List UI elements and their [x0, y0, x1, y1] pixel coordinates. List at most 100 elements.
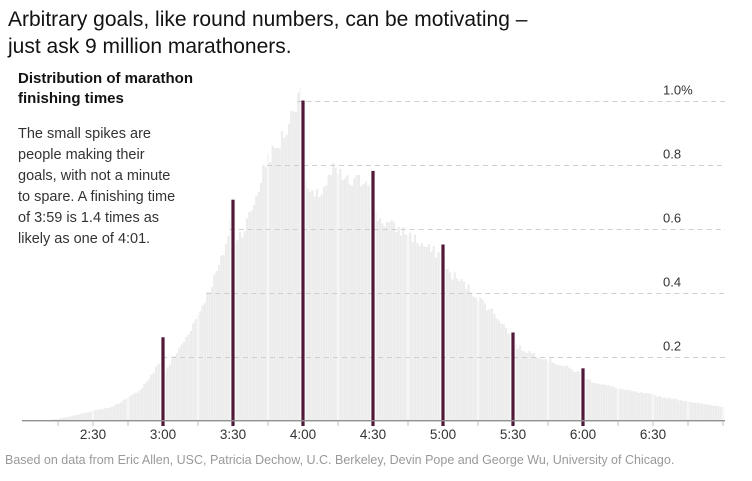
histogram-bar: [84, 412, 88, 421]
histogram-bar: [486, 310, 489, 421]
histogram-bar: [70, 416, 74, 421]
histogram-bar: [236, 239, 239, 421]
x-axis-tick: [407, 421, 409, 426]
histogram-bar: [273, 148, 277, 421]
histogram-bar: [717, 406, 720, 421]
histogram-bar: [250, 210, 253, 421]
histogram-bar: [418, 245, 421, 421]
histogram-bar: [642, 393, 645, 421]
histogram-bar: [399, 235, 403, 421]
histogram-bar: [259, 182, 263, 421]
histogram-bar: [654, 395, 657, 421]
x-axis-tick: [687, 421, 689, 426]
histogram-bar: [138, 390, 141, 421]
histogram-bar: [672, 398, 676, 421]
histogram-bar: [390, 220, 393, 421]
histogram-bar: [677, 400, 680, 421]
histogram-bar: [710, 405, 713, 421]
histogram-bar: [206, 292, 209, 421]
histogram-bar: [325, 185, 328, 421]
chart-heading-line1: Distribution of marathon: [18, 70, 193, 87]
histogram-bar: [700, 403, 704, 421]
histogram-bar: [355, 175, 358, 421]
histogram-bar: [605, 385, 608, 421]
histogram-bar: [598, 384, 601, 421]
histogram-bar: [698, 403, 701, 421]
histogram-bar: [383, 226, 386, 421]
histogram-bar: [364, 181, 368, 421]
histogram-bar: [255, 196, 258, 421]
x-tick-label: 6:30: [640, 427, 666, 442]
histogram-bar: [362, 183, 365, 421]
goal-spike-430: [371, 170, 375, 426]
histogram-bar: [157, 364, 160, 421]
histogram-bar: [145, 381, 148, 421]
histogram-bar: [691, 402, 694, 421]
histogram-bar: [180, 344, 183, 421]
histogram-bar: [623, 389, 627, 421]
histogram-bar: [549, 358, 552, 421]
histogram-bar: [133, 392, 137, 421]
histogram-bar: [619, 388, 622, 421]
histogram-bar: [714, 405, 718, 421]
histogram-bar: [425, 247, 428, 421]
histogram-bar: [446, 268, 449, 421]
histogram-bar: [707, 404, 711, 421]
histogram-bar: [591, 382, 594, 421]
x-axis-tick: [127, 421, 129, 426]
chart-heading: Distribution of marathon finishing times: [18, 69, 193, 109]
page-title-line1: Arbitrary goals, like round numbers, can…: [8, 8, 528, 31]
histogram-bar: [327, 174, 330, 421]
minor-gridline-white: [127, 70, 129, 421]
histogram-bar: [593, 383, 596, 421]
histogram-bar: [63, 417, 67, 421]
goal-spikes: [161, 100, 585, 426]
histogram-bar: [278, 148, 281, 421]
histogram-bar: [73, 415, 76, 421]
y-tick-label: 0.4: [663, 275, 681, 290]
histogram-bar: [395, 231, 398, 421]
histogram-bar: [572, 371, 575, 421]
histogram-bar: [434, 257, 438, 421]
histogram-bar: [222, 254, 225, 421]
x-axis-tick: [57, 421, 59, 426]
histogram-bar: [483, 303, 487, 421]
histogram-bar: [245, 218, 249, 421]
histogram-bar: [413, 234, 417, 421]
histogram-bar: [453, 272, 456, 421]
histogram-bar: [54, 419, 57, 421]
histogram-bar: [409, 232, 412, 421]
histogram-bar: [551, 362, 554, 421]
histogram-bar: [420, 243, 424, 421]
histogram-bar: [357, 174, 361, 421]
histogram-bar: [175, 353, 179, 421]
x-axis-tick: [92, 421, 94, 426]
histogram-bar: [322, 186, 326, 421]
minor-gridline-white: [582, 70, 584, 421]
histogram-bar: [570, 368, 573, 421]
minor-gridline-white: [617, 70, 619, 421]
histogram-bar: [213, 274, 216, 421]
x-axis-tick: [617, 421, 619, 426]
histogram-bar: [294, 111, 298, 421]
histogram-bar: [558, 365, 561, 421]
minor-gridline-white: [477, 70, 479, 421]
histogram-bar: [530, 353, 533, 421]
histogram-bar: [437, 252, 440, 421]
histogram-bar: [112, 406, 116, 421]
histogram-bar: [528, 351, 531, 421]
histogram-bar: [339, 168, 342, 421]
histogram-bar: [75, 415, 78, 421]
histogram-bar: [465, 289, 468, 421]
histogram-bar: [150, 374, 153, 421]
histogram-bar: [306, 188, 309, 421]
histogram-bar: [152, 372, 155, 421]
histogram-bar: [670, 399, 673, 421]
histogram-bar: [600, 384, 603, 421]
histogram-bar: [588, 379, 592, 421]
histogram-bar: [537, 357, 540, 421]
histogram-bar: [462, 281, 466, 421]
histogram-bar: [210, 287, 214, 421]
histogram-bar: [693, 402, 697, 421]
